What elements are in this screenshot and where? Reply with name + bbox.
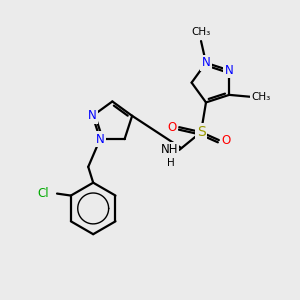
Text: O: O xyxy=(221,134,230,147)
Text: N: N xyxy=(225,64,234,77)
Text: S: S xyxy=(197,125,206,139)
Text: H: H xyxy=(167,158,175,168)
Text: N: N xyxy=(202,56,210,69)
Text: CH₃: CH₃ xyxy=(251,92,271,102)
Text: O: O xyxy=(168,121,177,134)
Text: N: N xyxy=(96,133,104,146)
Text: NH: NH xyxy=(160,143,178,157)
Text: N: N xyxy=(88,109,97,122)
Text: Cl: Cl xyxy=(37,187,49,200)
Text: CH₃: CH₃ xyxy=(191,27,211,37)
